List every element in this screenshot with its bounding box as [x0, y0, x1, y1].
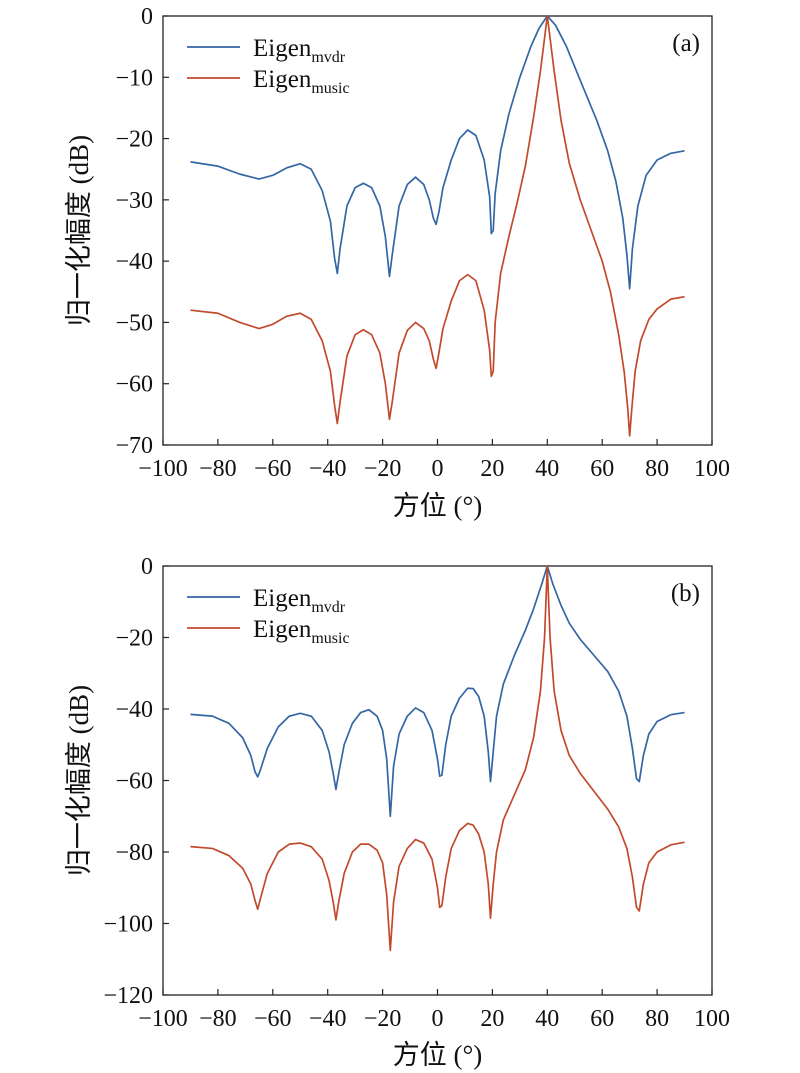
series-line-music: [190, 565, 685, 952]
legend-entry-music: Eigenmusic: [253, 616, 350, 647]
y-tick-label: −100: [103, 912, 153, 938]
y-tick-label: −50: [115, 310, 153, 336]
x-tick-label: −20: [364, 456, 402, 482]
x-tick-label: 20: [480, 456, 504, 482]
panel-label-a: (a): [672, 30, 700, 57]
chart-panel-a: −100 −80 −60 −40 −20 0 20 40 60 80 100 0 −10 −20 −30 −4…: [64, 4, 730, 521]
legend-label-subscript: mvdr: [311, 49, 345, 66]
x-tick-label: −20: [364, 1006, 402, 1032]
x-tick-label: 100: [694, 1006, 730, 1032]
x-tick-label: 80: [645, 1006, 669, 1032]
legend-label-subscript: music: [311, 630, 349, 647]
x-tick-label: −40: [309, 1006, 347, 1032]
x-tick-label: 0: [432, 1006, 444, 1032]
legend-entry-mvdr: Eigenmvdr: [253, 35, 346, 66]
x-tick-label: −60: [254, 456, 292, 482]
y-tick-label: −20: [115, 626, 153, 652]
legend-label-main: Eigen: [253, 66, 312, 93]
legend-entry-mvdr: Eigenmvdr: [253, 585, 346, 616]
legend-entry-music: Eigenmusic: [253, 66, 350, 97]
series-line-music: [190, 15, 685, 437]
x-tick-label: −80: [199, 1006, 237, 1032]
y-tick-label: −60: [115, 769, 153, 795]
legend-label-subscript: music: [311, 80, 349, 97]
x-tick-label: −100: [138, 1006, 188, 1032]
y-tick-label: −40: [115, 697, 153, 723]
x-tick-label: 0: [432, 456, 444, 482]
plot-area-frame: [162, 565, 713, 996]
x-tick-label: 60: [590, 1006, 614, 1032]
x-tick-label: −60: [254, 1006, 292, 1032]
y-tick-label: 0: [141, 554, 153, 580]
y-tick-label: −10: [115, 65, 153, 91]
x-tick-label: 80: [645, 456, 669, 482]
x-tick-label: −100: [138, 456, 188, 482]
y-tick-label: −40: [115, 249, 153, 275]
y-tick-label: −70: [115, 433, 153, 459]
legend-label-subscript: mvdr: [311, 599, 345, 616]
y-tick-label: −120: [103, 983, 153, 1009]
y-tick-label: 0: [141, 4, 153, 30]
y-tick-label: −80: [115, 840, 153, 866]
x-tick-label: 20: [480, 1006, 504, 1032]
y-tick-label: −20: [115, 127, 153, 153]
y-axis-title: 归一化幅度 (dB): [64, 685, 94, 876]
x-tick-label: 40: [535, 1006, 559, 1032]
x-tick-label: 100: [694, 456, 730, 482]
legend-label-main: Eigen: [253, 585, 312, 612]
x-axis-title: 方位 (°): [393, 491, 483, 521]
x-tick-label: 40: [535, 456, 559, 482]
x-tick-label: −40: [309, 456, 347, 482]
x-tick-label: 60: [590, 456, 614, 482]
panel-label-b: (b): [671, 580, 700, 607]
y-tick-label: −60: [115, 372, 153, 398]
series-line-mvdr: [190, 15, 685, 290]
chart-panel-b: −100 −80 −60 −40 −20 0 20 40 60 80 100 0 −20 −40 −60 −8…: [64, 554, 730, 1070]
y-tick-label: −30: [115, 188, 153, 214]
legend-label-main: Eigen: [253, 616, 312, 643]
x-tick-label: −80: [199, 456, 237, 482]
legend-label-main: Eigen: [253, 35, 312, 62]
x-axis-title: 方位 (°): [393, 1040, 483, 1070]
series-line-mvdr: [190, 565, 685, 818]
plot-area-frame: [162, 15, 713, 446]
y-axis-title: 归一化幅度 (dB): [64, 135, 94, 326]
